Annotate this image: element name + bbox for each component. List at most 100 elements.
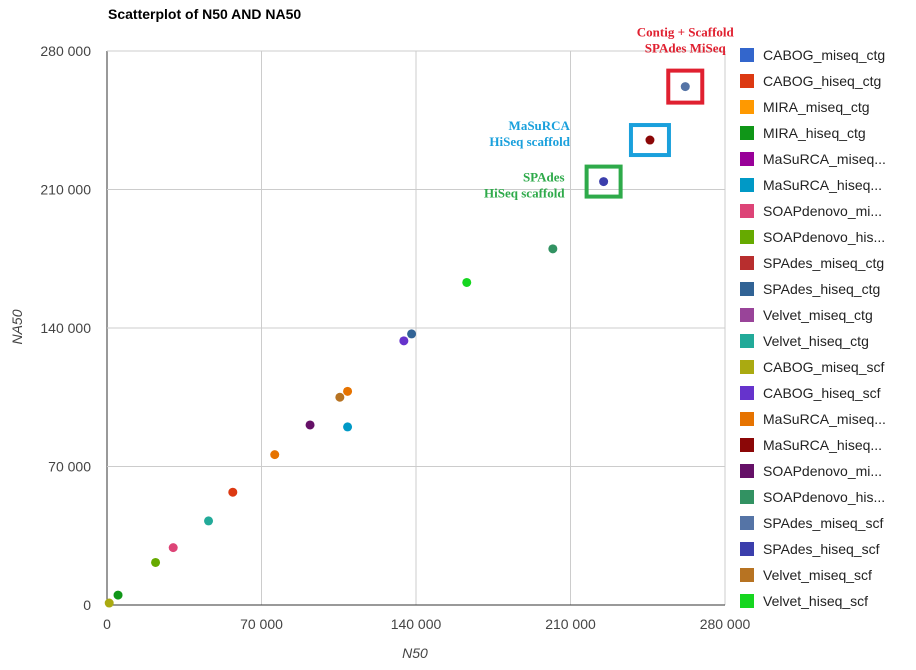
- y-tick-label: 0: [83, 597, 91, 613]
- legend-item[interactable]: CABOG_hiseq_ctg: [740, 71, 911, 91]
- annotation-label: HiSeq scaffold: [489, 134, 570, 149]
- data-point[interactable]: [228, 487, 238, 497]
- legend-item[interactable]: MaSuRCA_miseq...: [740, 149, 911, 169]
- legend-item[interactable]: SPAdes_hiseq_ctg: [740, 279, 911, 299]
- legend-label: SPAdes_miseq_ctg: [763, 255, 885, 271]
- legend-swatch: [740, 74, 754, 88]
- x-tick-label: 280 000: [700, 616, 751, 632]
- legend-label: Velvet_miseq_ctg: [763, 307, 873, 323]
- legend-item[interactable]: MaSuRCA_miseq...: [740, 409, 911, 429]
- legend-swatch: [740, 256, 754, 270]
- legend-swatch: [740, 568, 754, 582]
- legend-item[interactable]: SOAPdenovo_mi...: [740, 461, 911, 481]
- data-point[interactable]: [548, 244, 558, 254]
- legend-item[interactable]: SOAPdenovo_mi...: [740, 201, 911, 221]
- legend-item[interactable]: SPAdes_hiseq_scf: [740, 539, 911, 559]
- legend-label: MaSuRCA_miseq...: [763, 151, 886, 167]
- data-point[interactable]: [343, 386, 353, 396]
- data-point[interactable]: [104, 598, 114, 608]
- legend-label: MaSuRCA_hiseq...: [763, 437, 883, 453]
- legend-label: CABOG_hiseq_scf: [763, 385, 881, 401]
- legend-item[interactable]: MaSuRCA_hiseq...: [740, 175, 911, 195]
- legend-swatch: [740, 178, 754, 192]
- data-point[interactable]: [399, 336, 409, 346]
- data-point[interactable]: [335, 392, 345, 402]
- legend-swatch: [740, 126, 754, 140]
- legend-label: CABOG_hiseq_ctg: [763, 73, 882, 89]
- annotation-label: MaSuRCA: [509, 118, 571, 133]
- legend-item[interactable]: Velvet_miseq_scf: [740, 565, 911, 585]
- data-point[interactable]: [204, 516, 214, 526]
- axis-layer: 0 70 000 140 000 210 000 280 000 0 70 000 140 0…: [40, 43, 750, 632]
- legend-swatch: [740, 152, 754, 166]
- legend-item[interactable]: SPAdes_miseq_ctg: [740, 253, 911, 273]
- x-axis-label: N50: [402, 645, 428, 661]
- legend-swatch: [740, 438, 754, 452]
- legend-item[interactable]: Velvet_hiseq_ctg: [740, 331, 911, 351]
- data-point[interactable]: [645, 135, 655, 145]
- data-point[interactable]: [407, 329, 417, 339]
- y-tick-label: 70 000: [48, 459, 91, 475]
- legend-swatch: [740, 386, 754, 400]
- point-layer: [104, 82, 690, 608]
- legend-label: SOAPdenovo_mi...: [763, 203, 883, 219]
- data-point[interactable]: [151, 557, 161, 567]
- legend-item[interactable]: SOAPdenovo_his...: [740, 227, 911, 247]
- data-point[interactable]: [168, 543, 178, 553]
- legend-label: Velvet_hiseq_scf: [763, 593, 869, 609]
- data-point[interactable]: [305, 420, 315, 430]
- data-point[interactable]: [462, 277, 472, 287]
- legend-item[interactable]: MIRA_hiseq_ctg: [740, 123, 911, 143]
- legend-item[interactable]: MaSuRCA_hiseq...: [740, 435, 911, 455]
- legend-label: MIRA_miseq_ctg: [763, 99, 870, 115]
- data-point[interactable]: [270, 450, 280, 460]
- legend-label: SPAdes_hiseq_scf: [763, 541, 880, 557]
- legend-item[interactable]: Velvet_hiseq_scf: [740, 591, 911, 611]
- legend-swatch: [740, 308, 754, 322]
- legend-swatch: [740, 412, 754, 426]
- legend-label: MIRA_hiseq_ctg: [763, 125, 866, 141]
- legend-item[interactable]: SOAPdenovo_his...: [740, 487, 911, 507]
- legend-item[interactable]: CABOG_miseq_scf: [740, 357, 911, 377]
- x-tick-label: 210 000: [545, 616, 596, 632]
- y-tick-label: 210 000: [40, 182, 91, 198]
- legend-label: SOAPdenovo_mi...: [763, 463, 883, 479]
- legend-swatch: [740, 516, 754, 530]
- x-tick-label: 70 000: [240, 616, 283, 632]
- legend-swatch: [740, 48, 754, 62]
- legend-swatch: [740, 594, 754, 608]
- legend-label: CABOG_miseq_scf: [763, 359, 885, 375]
- legend-swatch: [740, 282, 754, 296]
- legend-label: SPAdes_hiseq_ctg: [763, 281, 881, 297]
- legend-label: MaSuRCA_hiseq...: [763, 177, 883, 193]
- legend-item[interactable]: CABOG_hiseq_scf: [740, 383, 911, 403]
- grid-layer: [106, 50, 726, 606]
- annotation-box: [584, 164, 623, 199]
- data-point[interactable]: [343, 422, 353, 432]
- legend-label: Velvet_miseq_scf: [763, 567, 872, 583]
- chart-title: Scatterplot of N50 AND NA50: [108, 6, 302, 22]
- legend-label: Velvet_hiseq_ctg: [763, 333, 869, 349]
- x-tick-label: 0: [103, 616, 111, 632]
- legend-swatch: [740, 490, 754, 504]
- legend-swatch: [740, 230, 754, 244]
- annotation-label: SPAdes: [523, 170, 565, 185]
- legend-item[interactable]: Velvet_miseq_ctg: [740, 305, 911, 325]
- legend-label: SOAPdenovo_his...: [763, 489, 886, 505]
- y-axis-label: NA50: [9, 309, 25, 344]
- x-tick-label: 140 000: [391, 616, 442, 632]
- legend-item[interactable]: MIRA_miseq_ctg: [740, 97, 911, 117]
- legend-label: MaSuRCA_miseq...: [763, 411, 886, 427]
- data-point[interactable]: [599, 177, 609, 187]
- data-point[interactable]: [680, 82, 690, 92]
- legend-item[interactable]: CABOG_miseq_ctg: [740, 45, 911, 65]
- legend-label: CABOG_miseq_ctg: [763, 47, 886, 63]
- annotation-label: Contig + Scaffold: [637, 25, 735, 40]
- y-tick-label: 280 000: [40, 43, 91, 59]
- legend-item[interactable]: SPAdes_miseq_scf: [740, 513, 911, 533]
- legend-swatch: [740, 334, 754, 348]
- legend-swatch: [740, 360, 754, 374]
- data-point[interactable]: [113, 590, 123, 600]
